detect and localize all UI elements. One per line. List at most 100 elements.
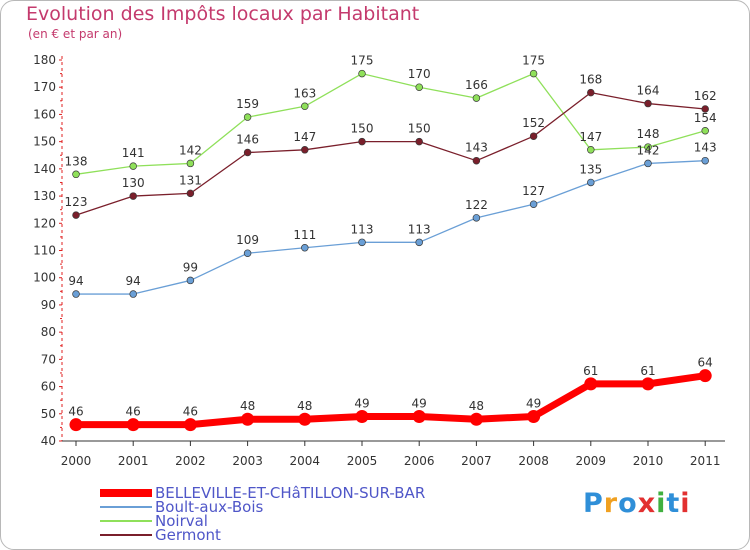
data-point bbox=[412, 410, 426, 424]
data-point bbox=[641, 377, 655, 391]
x-tick-label: 2008 bbox=[518, 454, 549, 468]
data-point bbox=[587, 88, 595, 97]
data-label: 159 bbox=[236, 97, 259, 111]
legend-label: BELLEVILLE-ET-CHâTILLON-SUR-BAR bbox=[155, 484, 425, 502]
data-label: 170 bbox=[408, 67, 431, 81]
data-point bbox=[701, 105, 709, 113]
data-point bbox=[186, 159, 195, 168]
data-label: 127 bbox=[522, 184, 545, 198]
data-point bbox=[301, 102, 309, 111]
data-label: 143 bbox=[465, 141, 488, 155]
x-tick-label: 2009 bbox=[576, 454, 607, 468]
data-point bbox=[584, 377, 598, 391]
logo-letter: P bbox=[583, 488, 604, 519]
y-tick-label: 100 bbox=[33, 271, 56, 285]
data-label: 94 bbox=[126, 274, 141, 288]
data-point bbox=[415, 83, 423, 91]
y-tick-label: 130 bbox=[33, 189, 56, 203]
data-label: 142 bbox=[637, 143, 660, 157]
data-point bbox=[241, 412, 255, 426]
data-point bbox=[355, 410, 369, 424]
data-label: 147 bbox=[579, 130, 602, 144]
series-line-germont bbox=[75, 92, 706, 216]
data-point bbox=[472, 156, 481, 165]
chart-axes: 40 50 60 70 80 90 100 110 120 130 140 150 160 170 180 2… bbox=[33, 53, 725, 468]
legend-label: Noirval bbox=[155, 512, 208, 530]
logo-letter: i bbox=[680, 488, 691, 519]
y-tick-label: 110 bbox=[33, 244, 56, 258]
data-label: 175 bbox=[351, 54, 374, 68]
data-point bbox=[472, 214, 481, 222]
chart-series bbox=[69, 69, 712, 432]
data-label: 49 bbox=[412, 397, 427, 411]
data-point bbox=[186, 189, 195, 198]
data-label: 111 bbox=[293, 228, 316, 242]
data-point bbox=[129, 290, 137, 298]
data-point bbox=[527, 410, 541, 424]
data-label: 46 bbox=[183, 405, 198, 419]
data-label: 146 bbox=[236, 133, 259, 147]
data-point bbox=[358, 137, 366, 146]
data-label: 162 bbox=[694, 89, 717, 103]
chart-title: Evolution des Impôts locaux par Habitant bbox=[26, 3, 420, 25]
x-tick-label: 2005 bbox=[347, 454, 378, 468]
data-point bbox=[698, 369, 712, 383]
data-label: 48 bbox=[297, 399, 312, 413]
data-label: 148 bbox=[637, 127, 660, 141]
x-tick-label: 2004 bbox=[290, 454, 321, 468]
data-label: 131 bbox=[179, 173, 202, 187]
data-point bbox=[72, 211, 80, 219]
data-label: 168 bbox=[579, 73, 602, 87]
data-label: 141 bbox=[122, 146, 145, 160]
x-tick-label: 2006 bbox=[404, 454, 435, 468]
y-tick-label: 140 bbox=[33, 162, 56, 176]
data-label: 94 bbox=[68, 274, 83, 288]
data-point bbox=[183, 418, 197, 432]
data-label: 109 bbox=[236, 233, 259, 247]
y-tick-label: 150 bbox=[33, 135, 56, 149]
data-point bbox=[587, 178, 595, 187]
y-tick-label: 120 bbox=[33, 216, 56, 230]
data-point bbox=[415, 137, 423, 146]
logo-letter: x bbox=[637, 488, 657, 519]
x-tick-label: 2002 bbox=[175, 454, 206, 468]
series-line-belleville-et-ch-tillon-sur-bar bbox=[76, 372, 706, 429]
data-point bbox=[129, 192, 137, 200]
data-point bbox=[644, 99, 652, 108]
data-point bbox=[529, 200, 538, 208]
data-label: 48 bbox=[240, 399, 255, 413]
x-tick-label: 2011 bbox=[690, 454, 721, 468]
logo-letter: o bbox=[618, 488, 638, 519]
data-label: 150 bbox=[408, 122, 431, 136]
data-label: 130 bbox=[122, 176, 145, 190]
data-label: 147 bbox=[293, 130, 316, 144]
data-point bbox=[243, 148, 252, 157]
data-label: 61 bbox=[640, 364, 655, 378]
data-point bbox=[301, 244, 309, 252]
y-tick-label: 80 bbox=[41, 325, 56, 339]
data-point bbox=[529, 132, 538, 140]
data-label: 150 bbox=[351, 122, 374, 136]
data-label: 138 bbox=[65, 154, 88, 168]
data-label: 46 bbox=[126, 405, 141, 419]
data-point bbox=[644, 159, 652, 168]
data-point bbox=[358, 69, 366, 78]
data-label: 142 bbox=[179, 143, 202, 157]
y-tick-label: 90 bbox=[41, 298, 56, 312]
chart-legend: BELLEVILLE-ET-CHâTILLON-SUR-BARBoult-aux… bbox=[100, 484, 425, 544]
data-point bbox=[243, 249, 252, 257]
data-point bbox=[186, 276, 195, 285]
y-tick-label: 160 bbox=[33, 107, 56, 121]
series-line-boult-aux-bois bbox=[76, 160, 706, 295]
data-label: 152 bbox=[522, 116, 545, 130]
data-point bbox=[301, 146, 309, 154]
data-label: 49 bbox=[354, 397, 369, 411]
data-point bbox=[472, 94, 481, 102]
y-tick-label: 180 bbox=[33, 53, 56, 67]
y-tick-label: 60 bbox=[41, 380, 56, 394]
data-label: 143 bbox=[694, 141, 717, 155]
logo-letter: t bbox=[666, 488, 681, 519]
data-point bbox=[415, 238, 423, 247]
legend-label: Germont bbox=[155, 526, 221, 544]
